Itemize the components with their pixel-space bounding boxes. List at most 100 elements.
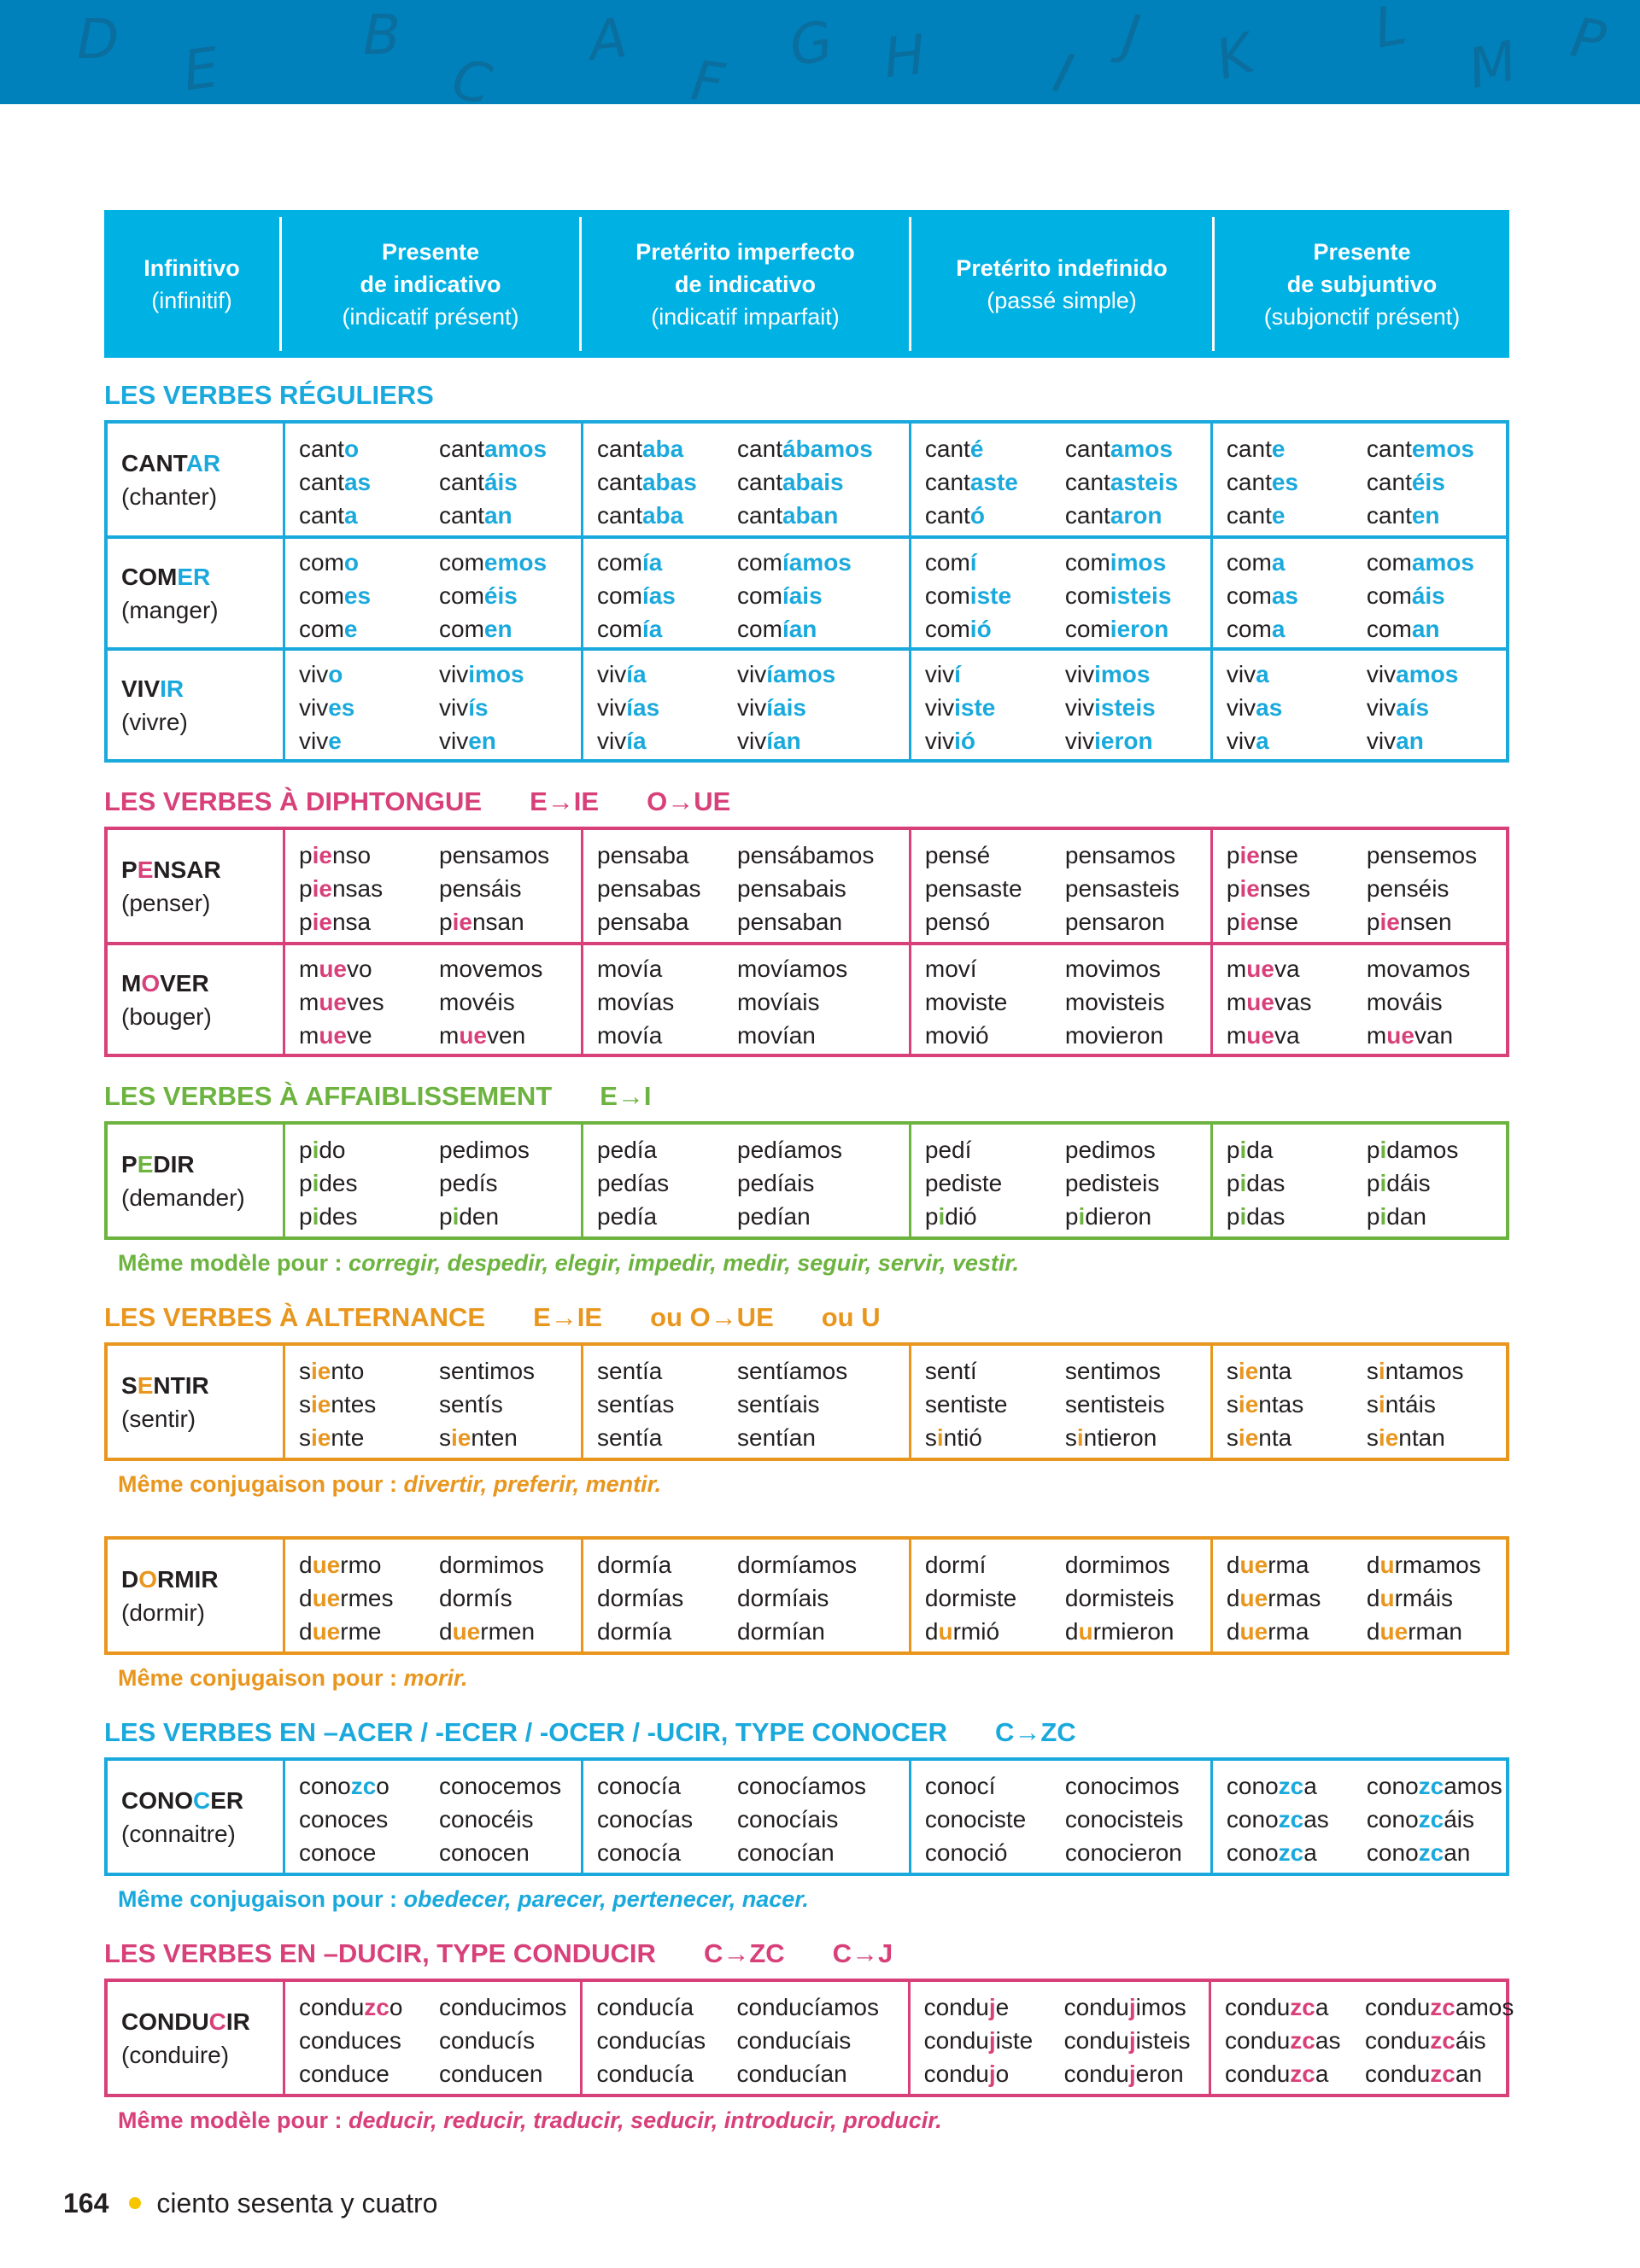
word-segment: pedís <box>439 1170 498 1196</box>
word-segment: pensó <box>924 909 991 935</box>
highlighted-segment: i <box>1379 1203 1387 1230</box>
conjugated-form: movisteis <box>1065 985 1210 1019</box>
conjugated-form: duerma <box>1227 1548 1367 1581</box>
word-segment: a <box>1303 1839 1317 1866</box>
conjugated-form: sienta <box>1227 1421 1367 1454</box>
word-segment: cant <box>1064 502 1110 529</box>
conjugated-form: pensaste <box>925 872 1065 905</box>
word-segment: VER <box>160 969 209 997</box>
conjugated-form: dormimos <box>1065 1548 1210 1581</box>
word-segment: dormía <box>597 1552 672 1578</box>
infinitive-cell: VIVIR (vivre) <box>108 651 283 759</box>
note-prefix: Même conjugaison pour : <box>118 1471 404 1497</box>
tense-cell: vivía vivías vivía vivíamos vivíais vivían <box>581 651 909 759</box>
highlighted-segment: zc <box>1278 1806 1304 1833</box>
highlighted-segment: zc <box>1278 1839 1304 1866</box>
word-segment: com <box>299 549 344 576</box>
banner-letter: H <box>881 23 928 91</box>
conjugated-form: cantó <box>925 499 1065 532</box>
word-segment: nte <box>331 1424 365 1451</box>
banner-letter: J <box>1118 3 1144 68</box>
conjugated-form: viva <box>1227 724 1367 757</box>
infinitive: MOVER <box>121 967 283 1000</box>
conjugated-form: conduzca <box>1225 2057 1365 2090</box>
column-header-title: Pretérito indefinido <box>956 254 1168 281</box>
highlighted-segment: ían <box>766 728 801 754</box>
banner-letter: P <box>1566 6 1610 74</box>
conjugated-form: conducen <box>439 2057 580 2090</box>
word-segment: rmo <box>340 1552 382 1578</box>
conjugated-form: sentimos <box>439 1354 581 1388</box>
verb-row: COMER (manger) como comes come comemos coméis c… <box>108 535 1506 647</box>
conjugated-form: sientas <box>1227 1388 1367 1421</box>
highlighted-segment: zc <box>1418 1773 1444 1799</box>
conjugated-form: comías <box>597 579 737 612</box>
conjugated-form: conduces <box>299 2024 439 2057</box>
conjugated-form: vive <box>299 724 439 757</box>
word-segment: viv <box>1064 728 1095 754</box>
word-segment: p <box>1064 1203 1079 1230</box>
highlighted-segment: o <box>343 549 360 576</box>
word-segment: áis <box>1455 2027 1486 2054</box>
conjugated-form: pensabas <box>597 872 737 905</box>
highlighted-segment: ue <box>312 1618 341 1645</box>
conjugated-form: viva <box>1227 658 1367 691</box>
conjugated-form: viviste <box>925 691 1065 724</box>
column-header-title: Infinitivo <box>144 254 240 281</box>
highlighted-segment: zc <box>1430 2027 1456 2054</box>
highlighted-segment: aís <box>1396 694 1430 721</box>
conjugation-table: DORMIR (dormir) duermo duermes duerme dormimo… <box>104 1536 1509 1655</box>
column-header: Infinitivo (infinitif) <box>104 217 279 351</box>
word-segment: pensé <box>924 842 991 868</box>
tense-cell: mueva muevas mueva movamos mováis muevan <box>1210 945 1506 1054</box>
conjugated-form: siente <box>299 1421 439 1454</box>
banner-letter: B <box>363 4 401 67</box>
conjugated-form: pedís <box>439 1166 581 1200</box>
note-verbs: morir. <box>403 1665 468 1691</box>
same-model-note: Même conjugaison pour : divertir, prefer… <box>118 1469 1509 1499</box>
conjugated-form: conocía <box>597 1769 737 1803</box>
word-segment: dormían <box>737 1618 825 1645</box>
word-segment: P <box>121 856 138 883</box>
highlighted-segment: ie <box>1378 1424 1399 1451</box>
word-segment: ntáis <box>1385 1391 1436 1418</box>
word-segment: viv <box>597 728 627 754</box>
highlighted-segment: amos <box>1411 549 1474 576</box>
highlighted-segment: es <box>328 694 355 721</box>
word-segment: cono <box>299 1773 351 1799</box>
highlighted-segment: e <box>343 616 358 642</box>
word-segment: com <box>924 549 970 576</box>
word-segment: condu <box>923 2027 989 2054</box>
word-segment: cant <box>1366 502 1412 529</box>
tense-cell: sienta sientas sienta sintamos sintáis sienta… <box>1210 1346 1506 1458</box>
tense-cell: comía comías comía comíamos comíais comían <box>581 539 909 647</box>
word-segment: pensaba <box>597 842 689 868</box>
highlighted-segment: ió <box>969 616 992 642</box>
word-segment: viv <box>299 694 329 721</box>
conjugated-form: sentíais <box>737 1388 909 1421</box>
word-segment: condu <box>1225 2027 1291 2054</box>
word-segment: viv <box>439 728 469 754</box>
conjugated-form: vivaís <box>1367 691 1506 724</box>
word-segment: condu <box>1063 2060 1129 2087</box>
word-segment: den <box>459 1203 500 1230</box>
highlighted-segment: zc <box>1290 2027 1315 2054</box>
word-segment: conoció <box>924 1839 1008 1866</box>
verb-sections: LES VERBES RÉGULIERS CANTAR (chanter) canto… <box>104 378 1514 2136</box>
conjugated-form: canta <box>299 499 439 532</box>
conjugated-form: durmió <box>925 1615 1065 1648</box>
word-segment: cant <box>439 435 484 462</box>
conjugated-form: dormíamos <box>737 1548 909 1581</box>
conjugated-form: pensé <box>925 839 1065 872</box>
conjugated-form: piensa <box>299 905 439 938</box>
word-segment: cono <box>1226 1773 1279 1799</box>
conjugated-form: coma <box>1227 546 1367 579</box>
word-segment: imos <box>1135 1994 1186 2020</box>
conjugated-form: mueva <box>1227 1019 1367 1052</box>
word-segment: das <box>1246 1203 1286 1230</box>
conjugated-form: condujiste <box>924 2024 1064 2057</box>
word-segment: conocía <box>597 1773 682 1799</box>
word-segment: cant <box>1064 435 1110 462</box>
conjugated-form: sentisteis <box>1065 1388 1210 1421</box>
